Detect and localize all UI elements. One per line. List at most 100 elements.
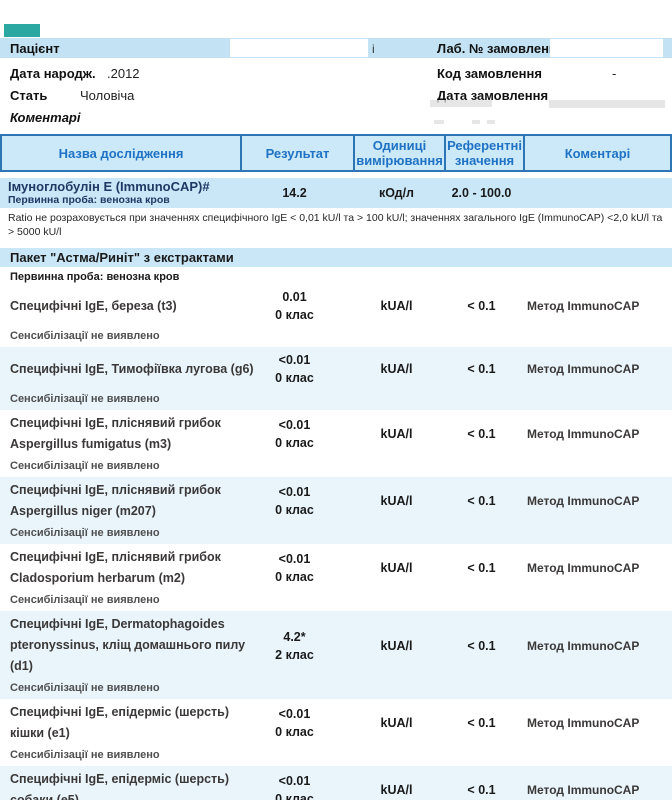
test-reference: < 0.1 <box>467 299 496 313</box>
test-name: Специфічні IgE, береза (t3) <box>10 298 177 313</box>
test-unit: kUA/l <box>380 783 413 797</box>
test-result-value: <0.01 <box>278 552 311 566</box>
test-unit: kUA/l <box>380 716 413 730</box>
sensitization-note: Сенсибілізації не виявлено <box>10 682 160 694</box>
test-method-comment: Метод ImmunoCAP <box>527 561 640 575</box>
birthdate-value: .2012 <box>107 66 140 81</box>
test-unit: kUA/l <box>380 494 413 508</box>
test-name: Специфічні IgE, Тимофіївка лугова (g6) <box>10 361 254 376</box>
test-name: Специфічні IgE, пліснявий грибок Aspergi… <box>10 483 221 518</box>
sex-label: Стать <box>10 88 48 103</box>
test-method-comment: Метод ImmunoCAP <box>527 494 640 508</box>
test-method-comment: Метод ImmunoCAP <box>527 362 640 376</box>
redacted-lab-order-box <box>550 39 663 57</box>
test-result-block: Специфічні IgE, пліснявий грибок Aspergi… <box>0 477 672 544</box>
test-result-value: <0.01 <box>278 418 311 432</box>
test-result: <0.01 0 клас <box>238 351 351 387</box>
test-result-block: Специфічні IgE, Dermatophagoides pterony… <box>0 611 672 699</box>
test-method-comment: Метод ImmunoCAP <box>527 716 640 730</box>
test-result-block: Специфічні IgE, епідерміс (шерсть) собак… <box>0 766 672 800</box>
lab-order-number-label: Лаб. № замовлення <box>437 41 565 56</box>
test-result-class: 0 клас <box>275 308 314 322</box>
test-name: Специфічні IgE, Dermatophagoides pterony… <box>10 617 246 673</box>
col-header-test-name: Назва дослідження <box>58 145 184 161</box>
test-reference: < 0.1 <box>467 561 496 575</box>
test-result: <0.01 0 клас <box>238 483 351 519</box>
test-name: Специфічні IgE, пліснявий грибок Cladosp… <box>10 550 221 585</box>
test-reference: < 0.1 <box>467 494 496 508</box>
test-unit: kUA/l <box>380 427 413 441</box>
test-reference: < 0.1 <box>467 362 496 376</box>
sex-value: Чоловіча <box>80 88 135 103</box>
total-ige-result: 14.2 <box>282 186 307 200</box>
test-result-class: 0 клас <box>275 436 314 450</box>
total-ige-name: Імуноглобулін E (ImmunoCAP)# <box>8 179 210 194</box>
total-ige-unit: кОд/л <box>378 186 415 200</box>
test-result: <0.01 0 клас <box>238 550 351 586</box>
col-header-reference: Референтні значення <box>444 136 523 170</box>
test-unit: kUA/l <box>380 299 413 313</box>
test-reference: < 0.1 <box>467 427 496 441</box>
info-row-sex: Стать Чоловіча Дата замовлення <box>0 84 672 106</box>
test-result: <0.01 0 клас <box>238 416 351 452</box>
birthdate-label: Дата народж. <box>10 66 96 81</box>
test-unit: kUA/l <box>380 561 413 575</box>
sensitization-note: Сенсибілізації не виявлено <box>10 527 160 539</box>
test-result: 0.01 0 клас <box>238 288 351 324</box>
test-result-class: 0 клас <box>275 570 314 584</box>
test-unit: kUA/l <box>380 362 413 376</box>
col-header-comments: Коментарі <box>523 136 670 170</box>
col-header-units: Одиниці вимірювання <box>353 136 444 170</box>
test-result: <0.01 0 клас <box>238 772 351 800</box>
test-result-value: <0.01 <box>278 707 311 721</box>
test-result-class: 0 клас <box>275 725 314 739</box>
total-ige-sample: Первинна проба: венозна кров <box>8 194 170 206</box>
test-result-value: <0.01 <box>278 353 311 367</box>
ratio-note: Ratio не розраховується при значеннях сп… <box>8 212 663 238</box>
redacted-patient-name-box <box>230 39 368 57</box>
order-code-label: Код замовлення <box>437 66 542 81</box>
comments-label: Коментарі <box>10 110 81 125</box>
test-reference: < 0.1 <box>467 716 496 730</box>
test-result-class: 0 клас <box>275 503 314 517</box>
total-ige-name-cell: Імуноглобулін E (ImmunoCAP)# Первинна пр… <box>0 179 238 207</box>
order-code-value: - <box>612 66 617 81</box>
redaction-smudge <box>434 120 444 124</box>
test-result-class: 0 клас <box>275 371 314 385</box>
patient-info-panel: Пацієнт і Лаб. № замовлення Дата народж.… <box>0 38 672 128</box>
test-result-class: 2 клас <box>275 647 314 662</box>
test-result-value: 4.2* <box>283 629 306 644</box>
test-result-block: Специфічні IgE, епідерміс (шерсть) кішки… <box>0 699 672 766</box>
test-result-block: Специфічні IgE, пліснявий грибок Aspergi… <box>0 410 672 477</box>
test-result-value: <0.01 <box>278 774 311 788</box>
top-left-accent-block <box>4 24 40 37</box>
info-row-comments: Коментарі <box>0 106 672 128</box>
sensitization-note: Сенсибілізації не виявлено <box>10 393 160 405</box>
test-unit: kUA/l <box>380 638 413 653</box>
test-result: <0.01 0 клас <box>238 705 351 741</box>
test-name: Специфічні IgE, епідерміс (шерсть) кішки… <box>10 705 230 740</box>
redaction-smudge <box>487 120 495 124</box>
test-method-comment: Метод ImmunoCAP <box>527 427 640 441</box>
test-result-block: Специфічні IgE, пліснявий грибок Cladosp… <box>0 544 672 611</box>
test-name: Специфічні IgE, пліснявий грибок Aspergi… <box>10 416 221 451</box>
results-table-header: Назва дослідження Результат Одиниці вимі… <box>0 134 672 172</box>
panel-sample-type: Первинна проба: венозна кров <box>10 271 180 283</box>
test-method-comment: Метод ImmunoCAP <box>527 638 640 653</box>
test-reference: < 0.1 <box>467 638 496 653</box>
panel-section-title: Пакет "Астма/Риніт" з екстрактами <box>0 248 672 267</box>
redaction-smudge <box>430 100 492 107</box>
col-header-result: Результат <box>240 136 353 170</box>
test-result-block: Специфічні IgE, береза (t3) 0.01 0 клас … <box>0 284 672 347</box>
sensitization-note: Сенсибілізації не виявлено <box>10 594 160 606</box>
test-result-value: <0.01 <box>278 485 311 499</box>
sensitization-note: Сенсибілізації не виявлено <box>10 460 160 472</box>
test-result-value: 0.01 <box>282 290 307 304</box>
test-method-comment: Метод ImmunoCAP <box>527 299 640 313</box>
test-name: Специфічні IgE, епідерміс (шерсть) собак… <box>10 772 230 800</box>
test-result-block: Специфічні IgE, Тимофіївка лугова (g6) <… <box>0 347 672 410</box>
info-row-birthdate: Дата народж. .2012 Код замовлення - <box>0 62 672 84</box>
test-results-list: Специфічні IgE, береза (t3) 0.01 0 клас … <box>0 284 672 800</box>
patient-name-suffix: і <box>372 42 375 56</box>
